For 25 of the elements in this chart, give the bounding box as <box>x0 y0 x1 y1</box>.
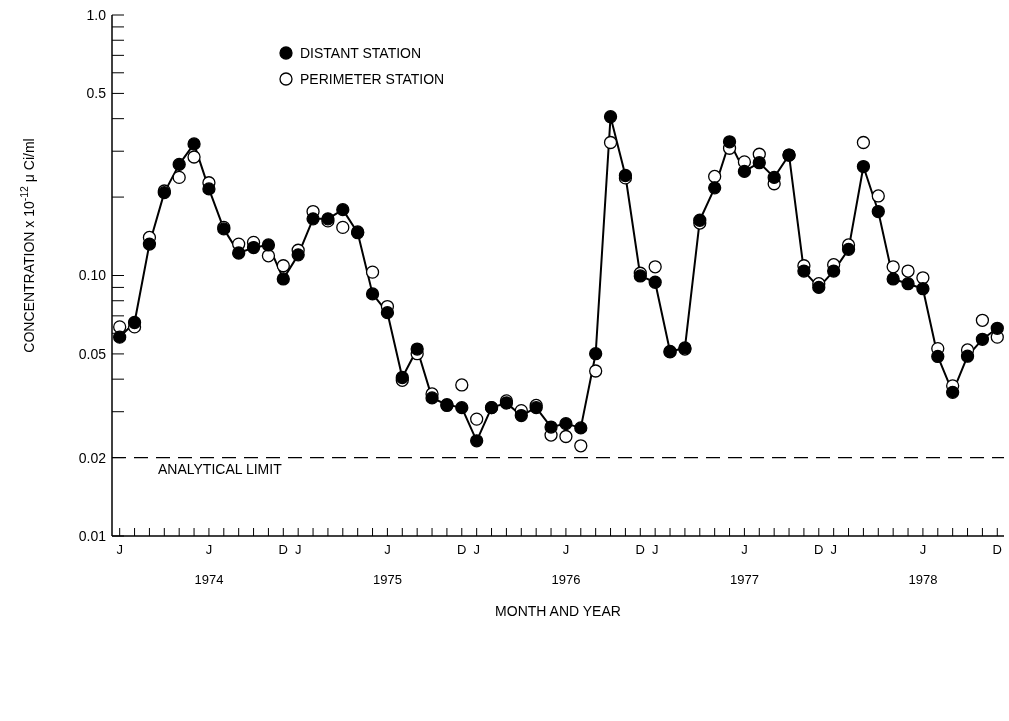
legend-label: DISTANT STATION <box>300 44 422 63</box>
x-tick-label: D <box>278 542 288 557</box>
y-tick-label: 0.5 <box>86 85 107 102</box>
x-tick-label: J 1977 <box>729 542 759 587</box>
x-tick-label: J <box>294 542 302 557</box>
x-tick-label: J <box>116 542 123 557</box>
x-tick-label: J 1978 <box>908 542 938 587</box>
y-tick-label: 1.0 <box>86 6 107 23</box>
x-tick-label: D <box>814 542 824 557</box>
x-tick-label: J <box>473 542 480 557</box>
x-tick-label: J 1975 <box>372 542 402 587</box>
x-axis-title: MONTH AND YEAR <box>495 603 621 619</box>
x-tick-label: J 1976 <box>551 542 581 587</box>
y-tick-label: 0.10 <box>78 267 107 284</box>
legend-label: PERIMETER STATION <box>300 70 445 89</box>
x-tick-label: D <box>992 542 1002 557</box>
ref-line-label: ANALYTICAL LIMIT <box>158 460 283 477</box>
y-tick-label: 0.01 <box>78 527 107 544</box>
x-tick-label: J <box>830 542 837 557</box>
x-tick-label: J <box>651 542 659 557</box>
x-tick-label: D <box>635 542 645 557</box>
x-tick-label: J 1974 <box>194 542 224 587</box>
y-tick-label: 0.05 <box>78 345 107 362</box>
x-tick-label: D <box>457 542 467 557</box>
y-tick-label: 0.02 <box>78 449 107 466</box>
